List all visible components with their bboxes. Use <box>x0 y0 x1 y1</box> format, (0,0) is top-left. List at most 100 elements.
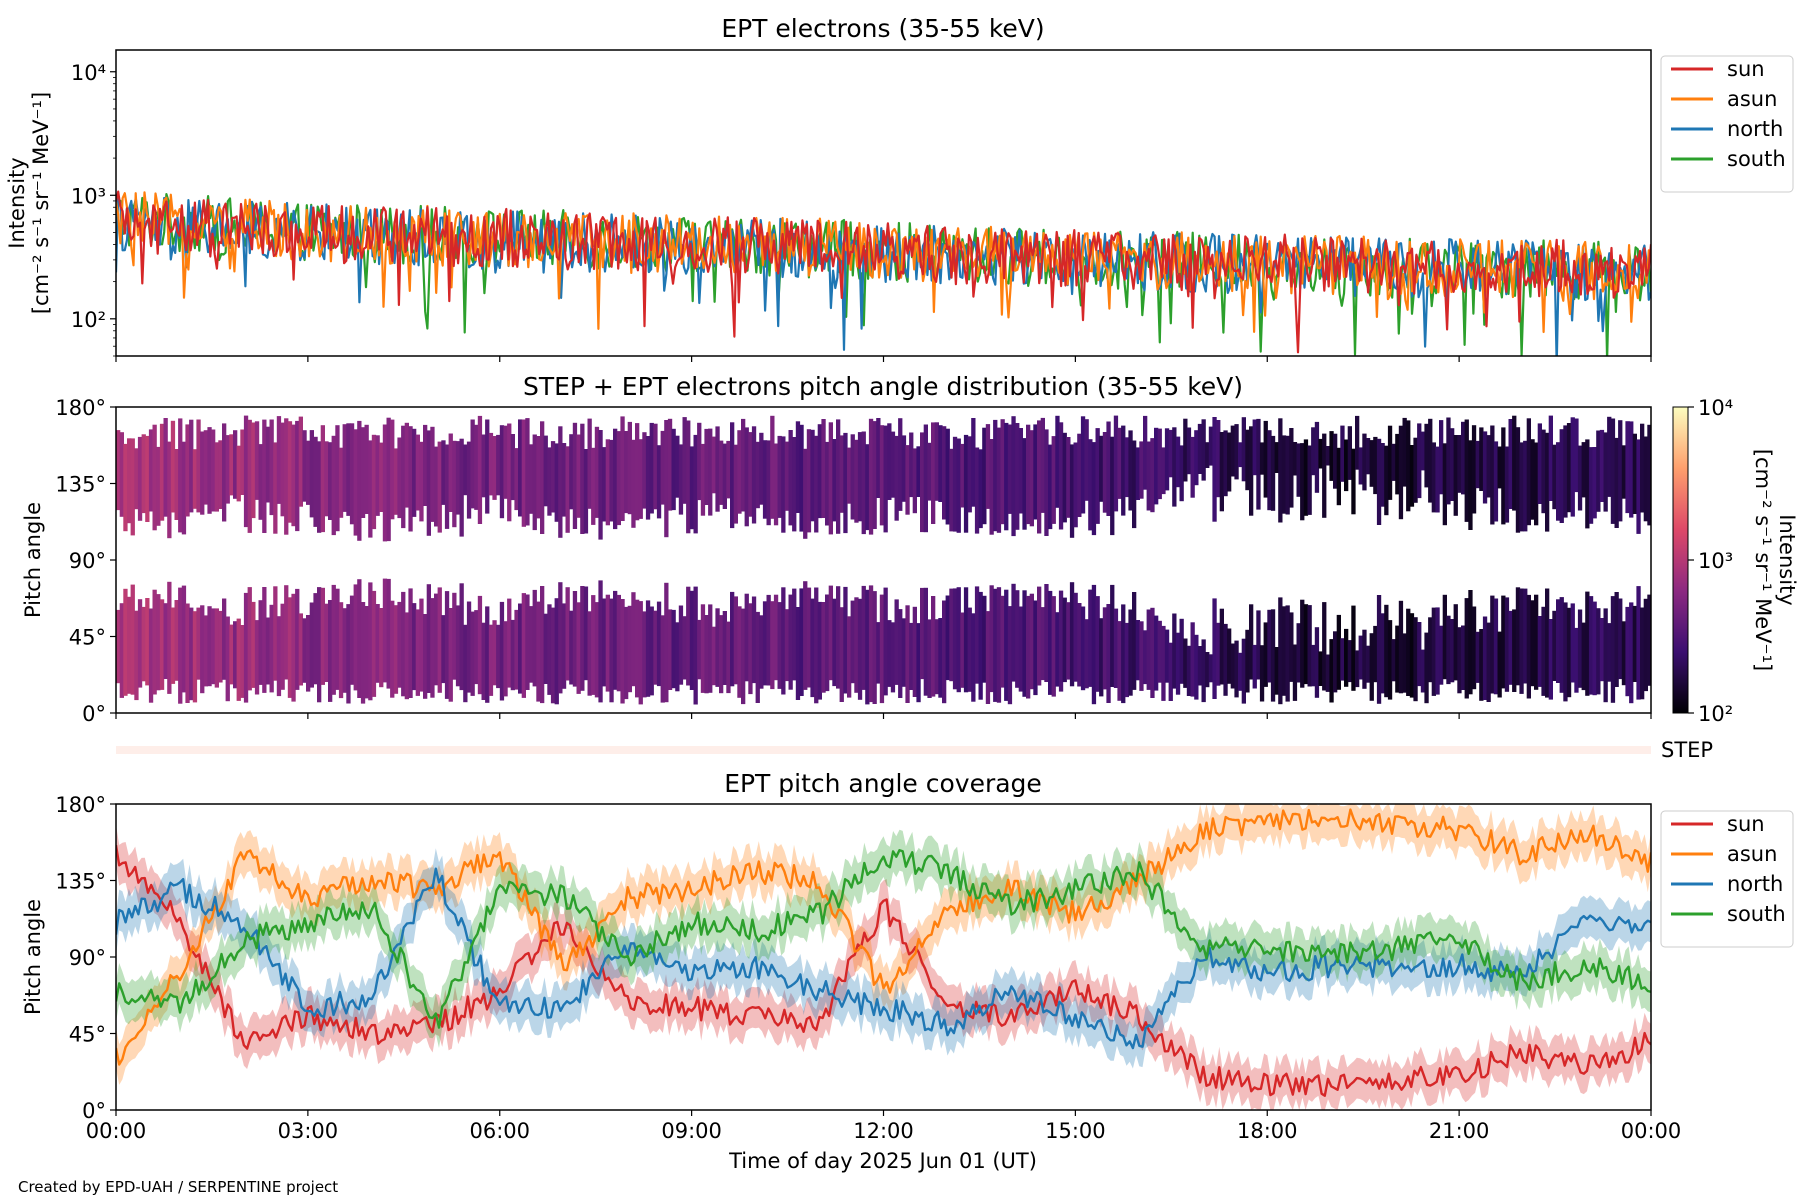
heat-cell <box>470 419 475 509</box>
heat-cell <box>1629 602 1634 704</box>
heat-cell <box>1365 438 1371 475</box>
heat-cell <box>591 595 596 695</box>
heat-cell <box>393 605 399 694</box>
heat-cell <box>645 600 651 697</box>
heat-cell <box>1610 596 1616 703</box>
heat-cell <box>127 596 132 694</box>
heat-cell <box>923 424 928 533</box>
panel1-ylabel-line1: Intensity <box>5 157 29 248</box>
heat-cell <box>1643 598 1648 692</box>
heat-cell <box>331 584 336 695</box>
heat-cell <box>1245 629 1250 693</box>
heat-cell <box>386 578 391 689</box>
heat-cell <box>1629 421 1634 518</box>
heat-cell <box>627 421 632 515</box>
heat-cell <box>1420 649 1426 693</box>
heat-cell <box>1201 419 1206 481</box>
heat-cell <box>920 432 925 533</box>
heat-cell <box>1132 440 1137 529</box>
heat-cell <box>985 611 991 704</box>
heat-cell <box>1461 625 1466 690</box>
heat-cell <box>1270 609 1276 702</box>
heat-cell <box>1249 604 1254 680</box>
heat-cell <box>901 435 907 502</box>
heat-cell <box>894 435 899 521</box>
heat-cell <box>719 615 724 694</box>
heat-cell <box>518 419 523 517</box>
heat-cell <box>1135 620 1140 681</box>
panel-intensity: EPT electrons (35-55 keV) 10² 10³ 10⁴ Inte… <box>5 14 1794 362</box>
heat-cell <box>909 622 914 690</box>
heat-cell <box>335 588 340 690</box>
heat-cell <box>1161 447 1166 495</box>
colorbar <box>1672 406 1689 714</box>
heat-cell <box>1395 625 1400 693</box>
heat-cell <box>825 594 830 692</box>
heat-cell <box>313 436 318 527</box>
heat-cell <box>156 594 161 691</box>
heat-cell <box>1018 428 1023 514</box>
heat-cell <box>708 428 713 516</box>
heat-cell <box>693 434 698 534</box>
heat-cell <box>145 598 150 686</box>
x-tick-label: 18:00 <box>1237 1119 1298 1143</box>
heat-cell <box>620 416 625 521</box>
heat-cell <box>653 610 658 685</box>
colorbar-label-line2: [cm⁻² s⁻¹ sr⁻¹ MeV⁻¹] <box>1751 449 1775 671</box>
heat-cell <box>514 448 519 511</box>
heat-cell <box>222 423 227 522</box>
heat-cell <box>1409 445 1415 507</box>
heat-cell <box>455 441 461 515</box>
heat-cell <box>200 431 205 515</box>
heat-cell <box>1640 423 1645 513</box>
heat-cell <box>876 622 881 684</box>
heat-cell <box>1376 438 1382 525</box>
heat-cell <box>594 426 600 518</box>
colorbar-tick-label: 10⁴ <box>1698 396 1733 420</box>
coverage-band-sun <box>116 824 1651 1110</box>
heat-cell <box>1175 632 1181 695</box>
heat-cell <box>397 437 402 519</box>
heat-cell <box>1625 421 1630 514</box>
heat-cell <box>656 445 662 519</box>
heat-cell <box>1351 448 1356 515</box>
heat-cell <box>1183 638 1188 688</box>
heat-cell <box>572 422 578 529</box>
heat-cell <box>1227 432 1232 492</box>
heat-cell <box>1051 436 1056 524</box>
heat-cell <box>836 419 841 534</box>
x-tick-label: 09:00 <box>661 1119 722 1143</box>
heat-cell <box>1289 612 1294 682</box>
heat-cell <box>167 441 172 539</box>
heat-cell <box>1552 444 1557 510</box>
heat-cell <box>613 590 618 690</box>
step-coverage-bar <box>116 746 1651 754</box>
heat-cell <box>1128 430 1133 511</box>
heat-cell <box>306 440 311 505</box>
panel2-x-ticks <box>115 713 1652 719</box>
heat-cell <box>521 593 526 698</box>
heat-cell <box>1318 438 1323 469</box>
heat-cell <box>631 439 636 528</box>
heat-cell <box>441 440 446 505</box>
heat-cell <box>130 584 135 695</box>
heat-cell <box>207 606 212 687</box>
heat-cell <box>656 601 662 687</box>
heat-cell <box>1205 652 1210 688</box>
heat-cell <box>660 615 665 703</box>
heat-cell <box>678 444 684 515</box>
heat-cell <box>1066 602 1071 680</box>
heat-cell <box>982 595 987 683</box>
heat-cell <box>291 593 296 702</box>
heat-cell <box>1417 423 1422 499</box>
heat-cell <box>1172 427 1177 507</box>
heat-cell <box>832 598 837 687</box>
heat-cell <box>993 419 998 532</box>
heat-cell <box>254 620 260 695</box>
heat-cell <box>1574 418 1579 493</box>
heat-cell <box>660 430 665 505</box>
heat-cell <box>784 441 790 511</box>
heat-cell <box>1431 442 1436 513</box>
heat-cell <box>1311 644 1316 687</box>
heat-cell <box>1186 427 1192 475</box>
